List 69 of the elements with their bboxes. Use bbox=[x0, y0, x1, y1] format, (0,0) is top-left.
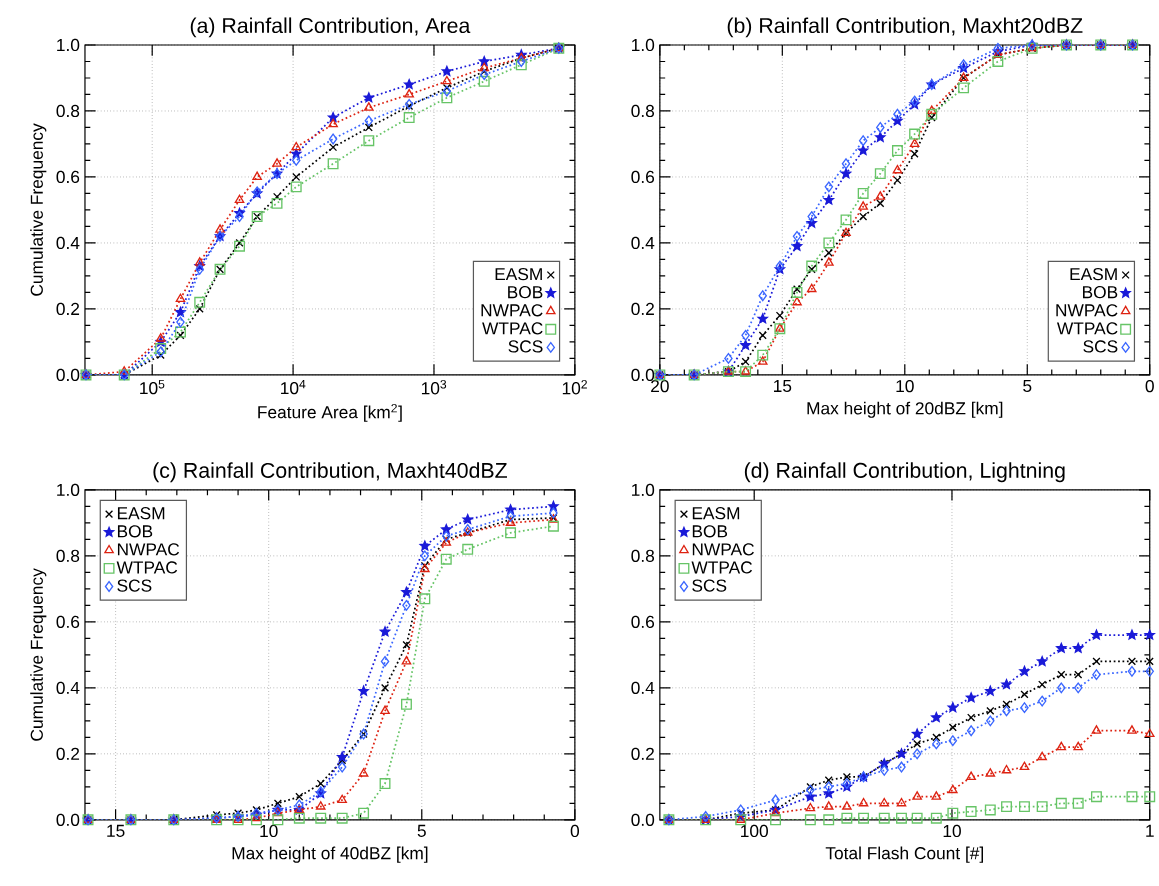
chart-title: (c) Rainfall Contribution, Maxht40dBZ bbox=[153, 462, 507, 483]
legend-label: BOB bbox=[117, 525, 153, 538]
x-tick-label: 10 bbox=[260, 824, 278, 838]
legend-label: BOB bbox=[1083, 286, 1118, 299]
y-tick-label: 0.8 bbox=[56, 104, 80, 118]
y-tick-label: 0.6 bbox=[56, 170, 80, 184]
x-tick-label: 10 bbox=[896, 380, 914, 393]
y-tick-label: 0.0 bbox=[56, 368, 80, 382]
legend-label: EASM bbox=[1070, 268, 1117, 281]
y-tick-label: 0.0 bbox=[631, 813, 655, 827]
y-tick-label: 1.0 bbox=[57, 38, 80, 52]
x-axis-title: Total Flash Count [#] bbox=[825, 846, 983, 863]
legend-label: EASM bbox=[117, 507, 165, 520]
chart-title: (b) Rainfall Contribution, Maxht20dBZ bbox=[727, 17, 1083, 38]
legend-label: WTPAC bbox=[1056, 322, 1118, 335]
legend-label: WTPAC bbox=[116, 561, 178, 574]
x-tick-label: 100 bbox=[741, 824, 768, 838]
chart-title: (d) Rainfall Contribution, Lightning bbox=[744, 462, 1065, 483]
y-tick-label: 1.0 bbox=[57, 483, 80, 497]
y-tick-label: 0.4 bbox=[56, 681, 80, 695]
y-tick-label: 0.4 bbox=[631, 681, 655, 695]
legend-label: SCS bbox=[117, 579, 152, 592]
y-tick-label: 0.4 bbox=[56, 236, 80, 250]
x-axis-title: Max height of 40dBZ [km] bbox=[232, 846, 428, 863]
y-tick-label: 1.0 bbox=[632, 38, 655, 52]
x-tick-label: 0 bbox=[1145, 380, 1154, 393]
x-tick-label: 10$^{2}$ bbox=[562, 380, 587, 395]
y-tick-label: 0.2 bbox=[631, 747, 654, 761]
x-tick-label: 20 bbox=[651, 380, 669, 393]
chart-title: (a) Rainfall Contribution, Area bbox=[190, 17, 471, 38]
y-axis-title: Cumulative Frequency bbox=[30, 123, 47, 296]
x-tick-label: 10$^{4}$ bbox=[281, 380, 306, 395]
x-tick-label: 5 bbox=[417, 824, 426, 838]
legend-label: BOB bbox=[692, 525, 728, 538]
legend-label: EASM bbox=[495, 268, 542, 281]
y-tick-label: 0.8 bbox=[631, 549, 655, 563]
y-tick-label: 0.2 bbox=[631, 302, 654, 316]
y-axis-title: Cumulative Frequency bbox=[30, 568, 47, 741]
x-tick-label: 0 bbox=[570, 824, 580, 838]
x-tick-label: 15 bbox=[774, 380, 792, 393]
y-tick-label: 0.6 bbox=[56, 615, 80, 629]
x-tick-label: 10 bbox=[943, 824, 961, 838]
y-tick-label: 0.0 bbox=[56, 813, 80, 827]
y-tick-label: 0.4 bbox=[631, 236, 655, 250]
x-tick-label: 10$^{5}$ bbox=[140, 380, 165, 395]
legend-label: WTPAC bbox=[691, 561, 753, 574]
x-tick-label: 15 bbox=[107, 824, 125, 838]
y-tick-label: 0.8 bbox=[56, 549, 80, 563]
x-axis-title: Feature Area [km$^{2}$] bbox=[258, 403, 402, 422]
legend-label: WTPAC bbox=[482, 322, 543, 335]
legend-label: SCS bbox=[692, 579, 727, 592]
x-axis-title: Max height of 20dBZ [km] bbox=[807, 401, 1003, 418]
legend-label: BOB bbox=[508, 286, 543, 299]
y-tick-label: 0.6 bbox=[631, 170, 655, 184]
legend-label: SCS bbox=[1083, 340, 1118, 353]
y-tick-label: 0.8 bbox=[631, 104, 655, 118]
legend-label: NWPAC bbox=[1056, 304, 1118, 317]
legend-label: NWPAC bbox=[117, 543, 180, 556]
legend-label: SCS bbox=[508, 340, 543, 353]
legend-label: EASM bbox=[692, 507, 740, 520]
y-tick-label: 0.6 bbox=[631, 615, 655, 629]
x-tick-label: 1 bbox=[1146, 824, 1154, 837]
x-tick-label: 10$^{3}$ bbox=[421, 380, 447, 395]
legend-label: NWPAC bbox=[692, 543, 754, 556]
legend-label: NWPAC bbox=[481, 304, 543, 317]
y-tick-label: 1.0 bbox=[632, 483, 655, 497]
x-tick-label: 5 bbox=[1023, 380, 1032, 393]
y-tick-label: 0.2 bbox=[56, 302, 80, 316]
y-tick-label: 0.2 bbox=[56, 747, 80, 761]
